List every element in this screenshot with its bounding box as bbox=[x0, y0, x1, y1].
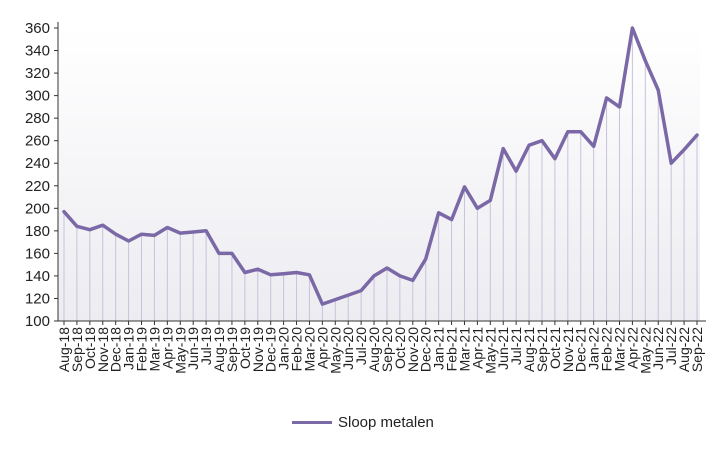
series-line bbox=[62, 26, 699, 306]
y-tick-label: 160 bbox=[25, 245, 50, 262]
x-tick-label: Jan-20 bbox=[276, 327, 292, 370]
x-tick-label: Apr-19 bbox=[159, 327, 175, 369]
x-tick-label: Jun-22 bbox=[650, 327, 666, 370]
x-tick-label: Feb-21 bbox=[444, 327, 460, 372]
y-tick-label: 360 bbox=[25, 20, 50, 37]
x-tick-label: Aug-18 bbox=[56, 327, 72, 372]
x-tick-label: Oct-21 bbox=[547, 327, 563, 369]
y-tick-label: 240 bbox=[25, 155, 50, 172]
legend-swatch bbox=[292, 421, 332, 424]
y-tick-label: 320 bbox=[25, 65, 50, 82]
y-tick-label: 340 bbox=[25, 43, 50, 60]
x-tick-label: Feb-22 bbox=[599, 327, 615, 372]
y-tick-label: 120 bbox=[25, 290, 50, 307]
x-tick-label: Feb-20 bbox=[289, 327, 305, 372]
y-axis-ticks: 100 120 140 160 180 200 220 240 260 280 300 320 340 3… bbox=[25, 20, 58, 330]
x-tick-label: May-21 bbox=[482, 327, 498, 374]
x-tick-label: Oct-20 bbox=[392, 327, 408, 369]
drop-lines bbox=[63, 28, 698, 321]
x-tick-label: Jul-19 bbox=[198, 327, 214, 365]
x-tick-label: Jan-22 bbox=[586, 327, 602, 370]
x-tick-label: Jun-20 bbox=[340, 327, 356, 370]
x-tick-label: Mar-20 bbox=[301, 327, 317, 372]
x-tick-label: Dec-18 bbox=[108, 327, 124, 372]
legend-label: Sloop metalen bbox=[338, 414, 434, 431]
x-tick-label: May-22 bbox=[637, 327, 653, 374]
x-tick-label: Sep-21 bbox=[534, 327, 550, 372]
x-tick-label: Dec-21 bbox=[573, 327, 589, 372]
x-tick-label: Aug-21 bbox=[521, 327, 537, 372]
y-tick-label: 100 bbox=[25, 313, 50, 330]
x-tick-label: Dec-19 bbox=[263, 327, 279, 372]
x-tick-label: Sep-19 bbox=[224, 327, 240, 372]
legend: Sloop metalen bbox=[292, 414, 434, 431]
x-tick-label: Jan-19 bbox=[121, 327, 137, 370]
y-tick-label: 260 bbox=[25, 133, 50, 150]
x-tick-label: Mar-22 bbox=[611, 327, 627, 372]
x-axis-ticks: Aug-18Sep-18Oct-18Nov-18Dec-18Jan-19Feb-… bbox=[56, 321, 705, 374]
y-tick-label: 280 bbox=[25, 110, 50, 127]
x-tick-label: Sep-20 bbox=[379, 327, 395, 372]
y-tick-label: 220 bbox=[25, 178, 50, 195]
x-tick-label: Nov-21 bbox=[560, 327, 576, 372]
x-tick-label: Oct-19 bbox=[237, 327, 253, 369]
x-tick-label: Jul-22 bbox=[663, 327, 679, 365]
x-tick-label: Dec-20 bbox=[418, 327, 434, 372]
x-tick-label: May-19 bbox=[172, 327, 188, 374]
x-tick-label: Mar-19 bbox=[146, 327, 162, 372]
x-tick-label: Jan-21 bbox=[431, 327, 447, 370]
x-tick-label: Jun-19 bbox=[185, 327, 201, 370]
x-tick-label: Aug-22 bbox=[676, 327, 692, 372]
y-tick-label: 200 bbox=[25, 200, 50, 217]
y-tick-label: 180 bbox=[25, 223, 50, 240]
x-tick-label: Sep-18 bbox=[69, 327, 85, 372]
x-tick-label: Aug-20 bbox=[366, 327, 382, 372]
x-tick-label: Nov-20 bbox=[405, 327, 421, 372]
x-tick-label: Apr-21 bbox=[469, 327, 485, 369]
y-tick-label: 140 bbox=[25, 268, 50, 285]
x-tick-label: May-20 bbox=[327, 327, 343, 374]
x-tick-label: Aug-19 bbox=[211, 327, 227, 372]
x-tick-label: Jun-21 bbox=[495, 327, 511, 370]
x-tick-label: Oct-18 bbox=[82, 327, 98, 369]
x-tick-label: Jul-21 bbox=[508, 327, 524, 365]
x-tick-label: Sep-22 bbox=[689, 327, 705, 372]
x-tick-label: Apr-20 bbox=[314, 327, 330, 369]
x-tick-label: Jul-20 bbox=[353, 327, 369, 365]
x-tick-label: Nov-18 bbox=[95, 327, 111, 372]
axes bbox=[57, 22, 706, 322]
x-tick-label: Mar-21 bbox=[456, 327, 472, 372]
y-tick-label: 300 bbox=[25, 88, 50, 105]
x-tick-label: Apr-22 bbox=[624, 327, 640, 369]
series-layer bbox=[62, 26, 699, 306]
x-tick-label: Nov-19 bbox=[250, 327, 266, 372]
x-tick-label: Feb-19 bbox=[134, 327, 150, 372]
